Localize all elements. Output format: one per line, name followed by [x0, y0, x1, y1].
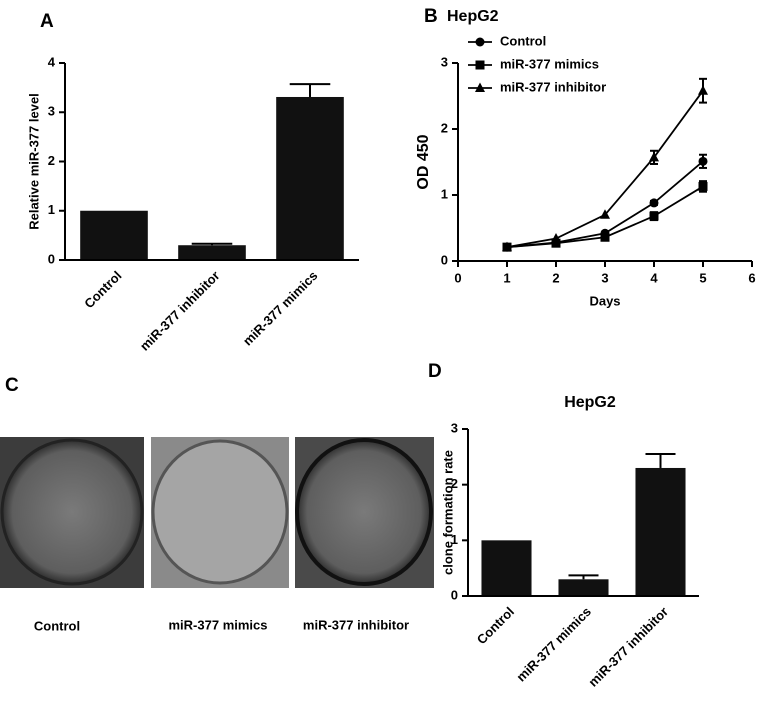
- marker: [551, 238, 561, 248]
- marker: [502, 241, 512, 252]
- dish: [0, 438, 144, 586]
- x-tick-label: 4: [650, 270, 658, 285]
- bar: [635, 467, 686, 596]
- x-tick-label: 1: [503, 270, 510, 285]
- x-tick-label: Control: [81, 268, 124, 311]
- y-tick-label: 0: [441, 252, 448, 267]
- x-tick-label: Control: [474, 604, 517, 647]
- legend-marker: [475, 82, 485, 92]
- chart-title: HepG2: [447, 8, 499, 25]
- bar: [276, 96, 344, 260]
- x-tick-label: miR-377 mimics: [240, 268, 321, 349]
- panel-letter: D: [428, 361, 442, 382]
- legend-label: miR-377 inhibitor: [500, 79, 606, 94]
- marker: [698, 156, 708, 166]
- y-tick-label: 1: [441, 186, 448, 201]
- panel-c-photos: [0, 437, 434, 588]
- series-line: [506, 90, 704, 249]
- y-axis-label: OD 450: [415, 134, 432, 189]
- marker: [649, 198, 659, 208]
- panel-letter: C: [5, 375, 19, 396]
- panel-letter: A: [40, 11, 54, 32]
- marker: [649, 211, 659, 221]
- y-axis-label: Relative miR-377 level: [26, 93, 41, 230]
- marker: [649, 151, 659, 162]
- photo-caption: Control: [34, 618, 80, 633]
- x-tick-label: 6: [748, 270, 755, 285]
- legend-marker: [475, 37, 485, 47]
- marker: [698, 181, 708, 191]
- chart-title: HepG2: [564, 394, 616, 411]
- bar: [178, 245, 246, 260]
- x-tick-label: miR-377 inhibitor: [585, 604, 671, 690]
- y-tick-label: 0: [48, 251, 55, 266]
- y-tick-label: 4: [48, 54, 56, 69]
- y-axis-label: clone formation rate: [440, 450, 455, 575]
- legend-label: miR-377 mimics: [500, 56, 599, 71]
- y-tick-label: 2: [451, 476, 458, 491]
- marker: [698, 85, 708, 95]
- bar: [558, 579, 609, 596]
- photo-caption: miR-377 inhibitor: [303, 617, 409, 632]
- y-tick-label: 3: [48, 104, 55, 119]
- legend-marker: [475, 60, 485, 70]
- y-tick-label: 3: [451, 420, 458, 435]
- dish: [151, 439, 289, 585]
- bar: [80, 210, 148, 260]
- marker: [551, 233, 561, 243]
- x-tick-label: 2: [552, 270, 559, 285]
- x-tick-label: 5: [699, 270, 706, 285]
- y-tick-label: 1: [451, 532, 458, 547]
- dish: [295, 438, 433, 586]
- legend-label: Control: [500, 33, 546, 48]
- x-tick-label: miR-377 mimics: [513, 604, 594, 685]
- x-tick-label: miR-377 inhibitor: [137, 268, 223, 354]
- y-tick-label: 1: [48, 202, 55, 217]
- y-tick-label: 3: [441, 54, 448, 69]
- marker: [600, 232, 610, 242]
- y-tick-label: 2: [48, 153, 55, 168]
- x-tick-label: 0: [454, 270, 461, 285]
- bar: [481, 540, 532, 596]
- photo-caption: miR-377 mimics: [169, 617, 268, 632]
- y-tick-label: 2: [441, 120, 448, 135]
- y-tick-label: 0: [451, 587, 458, 602]
- marker: [600, 209, 610, 219]
- x-tick-label: 3: [601, 270, 608, 285]
- x-axis-label: Days: [589, 293, 620, 308]
- panel-letter: B: [424, 6, 438, 27]
